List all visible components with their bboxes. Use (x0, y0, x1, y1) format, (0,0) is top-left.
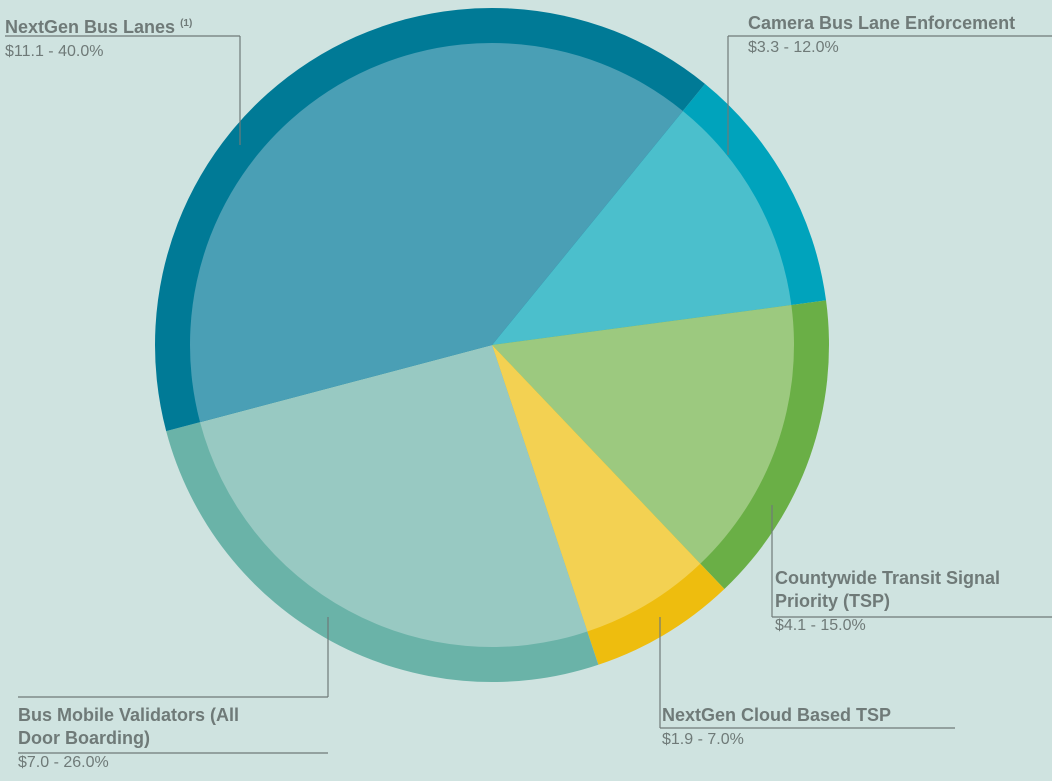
slice (189, 42, 683, 423)
category-text: Camera Bus Lane Enforcement (748, 13, 1016, 33)
category-name: Camera Bus Lane Enforcement (748, 12, 1052, 35)
value-label: $7.0 - 26.0% (18, 754, 109, 771)
category-text: Countywide Transit Signal Priority (TSP) (775, 568, 1001, 611)
slice-label: Bus Mobile Validators (All Door Boarding… (18, 704, 258, 773)
slice (492, 305, 794, 564)
value-label: $3.3 - 12.0% (748, 39, 839, 56)
category-name: Countywide Transit Signal Priority (TSP) (775, 567, 1050, 613)
category-text: NextGen Bus Lanes (5, 17, 176, 37)
slice-label: Countywide Transit Signal Priority (TSP)… (775, 567, 1050, 636)
slice (492, 110, 792, 345)
value-label: $1.9 - 7.0% (662, 731, 744, 748)
slice (492, 345, 701, 632)
slice (200, 345, 588, 647)
slice-label: NextGen Cloud Based TSP $1.9 - 7.0% (662, 704, 962, 750)
category-name: Bus Mobile Validators (All Door Boarding… (18, 704, 258, 750)
slice-label: NextGen Bus Lanes (1) $11.1 - 40.0% (5, 12, 265, 62)
value-label: $11.1 - 40.0% (5, 43, 104, 60)
category-name: NextGen Cloud Based TSP (662, 704, 962, 727)
value-label: $4.1 - 15.0% (775, 617, 866, 634)
category-text: NextGen Cloud Based TSP (662, 705, 892, 725)
category-text: Bus Mobile Validators (All Door Boarding… (18, 705, 240, 748)
footnote-marker: (1) (180, 18, 193, 29)
category-name: NextGen Bus Lanes (1) (5, 12, 265, 39)
slice-label: Camera Bus Lane Enforcement $3.3 - 12.0% (748, 12, 1052, 58)
